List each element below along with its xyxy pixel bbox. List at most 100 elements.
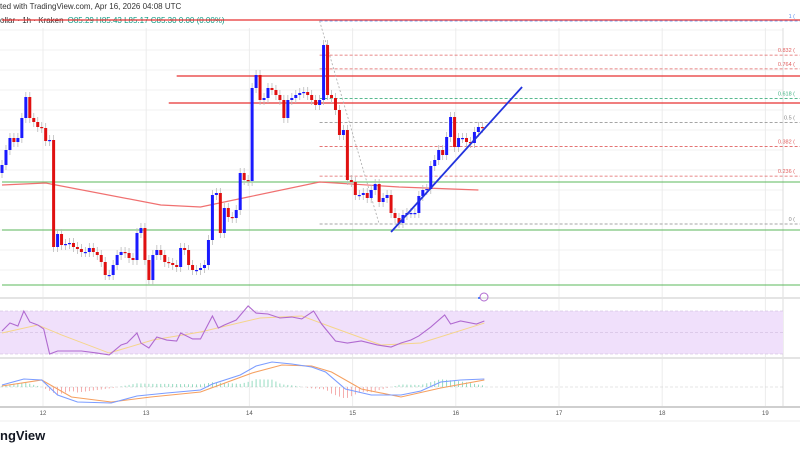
candle-body [151, 255, 155, 280]
candle-body [71, 243, 75, 247]
candle-body [234, 210, 238, 218]
candle-body [445, 137, 449, 155]
published-text: ted with TradingView.com, Apr 16, 2026 0… [0, 2, 182, 11]
candle-body [306, 92, 310, 95]
trendline [390, 86, 523, 233]
x-tick-label: 12 [40, 411, 47, 417]
x-tick-label: 18 [659, 411, 666, 417]
candle-body [286, 100, 290, 118]
candle-body [107, 275, 111, 277]
candle-body [56, 234, 60, 247]
candle-body [155, 250, 159, 255]
candle-body [52, 140, 56, 247]
fib-level-label: 0.5 ( [784, 116, 795, 122]
candle-body [8, 138, 12, 150]
fib-level-label: 0 ( [789, 217, 796, 223]
candle-body [425, 189, 429, 191]
candle-body [262, 98, 266, 100]
candle-body [333, 98, 337, 110]
candle-body [472, 132, 476, 143]
rsi-line [1, 305, 485, 356]
candle-body [397, 218, 401, 223]
candle-body [409, 213, 413, 215]
candle-body [119, 252, 123, 255]
candle-body [421, 190, 425, 196]
candle-body [60, 234, 64, 245]
candle-body [202, 265, 206, 268]
candle-body [32, 118, 36, 122]
candle-body [238, 173, 242, 210]
fib-level-label: 0.382 ( [778, 139, 795, 145]
candle-body [453, 117, 457, 147]
candle-body [171, 263, 175, 265]
candle-body [274, 90, 278, 95]
replay-icon [478, 292, 489, 302]
candle-body [187, 250, 191, 265]
fib-level-label: 1 ( [789, 14, 796, 20]
x-tick-label: 13 [143, 411, 150, 417]
candle-body [131, 258, 135, 260]
x-tick-label: 15 [349, 411, 356, 417]
candle-body [246, 180, 250, 182]
candle-body [79, 249, 83, 252]
candle-body [266, 88, 270, 98]
fib-level-label: 0.618 ( [778, 92, 795, 98]
candle-body [195, 270, 199, 272]
candle-body [429, 166, 433, 189]
candle-body [282, 100, 286, 118]
candle-body [91, 248, 95, 252]
candle-body [377, 184, 381, 202]
candle-body [278, 95, 282, 100]
fib-level-label: 0.832 ( [778, 48, 795, 54]
candle-body [310, 95, 314, 100]
moving-average-line [1, 181, 479, 208]
candle-body [226, 208, 230, 217]
x-tick-label: 16 [452, 411, 459, 417]
fib-diagonal-line [319, 20, 380, 225]
candle-body [135, 233, 139, 260]
candle-body [468, 142, 472, 144]
macd-signal-line [1, 364, 485, 403]
candle-body [127, 253, 131, 258]
candle-body [365, 193, 369, 198]
candle-body [369, 190, 373, 198]
candle-body [163, 255, 167, 262]
candle-body [290, 98, 294, 100]
candle-body [258, 75, 262, 100]
tradingview-logo: ngView [0, 428, 46, 443]
published-caption: ted with TradingView.com, Apr 16, 2026 0… [0, 2, 181, 11]
candle-body [159, 250, 163, 255]
candle-body [437, 150, 441, 160]
candle-body [345, 130, 349, 180]
candle-body [28, 97, 32, 118]
candle-body [341, 130, 345, 135]
candle-body [36, 122, 40, 127]
macd-line [1, 361, 485, 404]
candle-body [385, 195, 389, 198]
candle-body [326, 45, 330, 95]
x-tick-label: 19 [762, 411, 769, 417]
candle-body [67, 243, 71, 245]
candle-body [322, 45, 326, 100]
candle-body [464, 138, 468, 142]
candle-body [337, 110, 341, 135]
candle-body [357, 195, 361, 197]
candle-body [417, 196, 421, 213]
rsi-ma-line [1, 315, 485, 354]
candle-body [87, 248, 91, 252]
candle-body [12, 138, 16, 142]
candle-body [99, 255, 103, 262]
candle-body [476, 127, 480, 132]
candle-body [95, 252, 99, 255]
fib-level-label: 0.764 ( [778, 62, 795, 68]
candle-body [457, 138, 461, 147]
candle-body [206, 240, 210, 265]
candle-body [353, 182, 357, 195]
candle-body [147, 260, 151, 280]
candle-body [318, 100, 322, 105]
candle-body [20, 118, 24, 138]
candle-body [349, 180, 353, 182]
candle-body [210, 195, 214, 240]
candle-body [167, 262, 171, 264]
